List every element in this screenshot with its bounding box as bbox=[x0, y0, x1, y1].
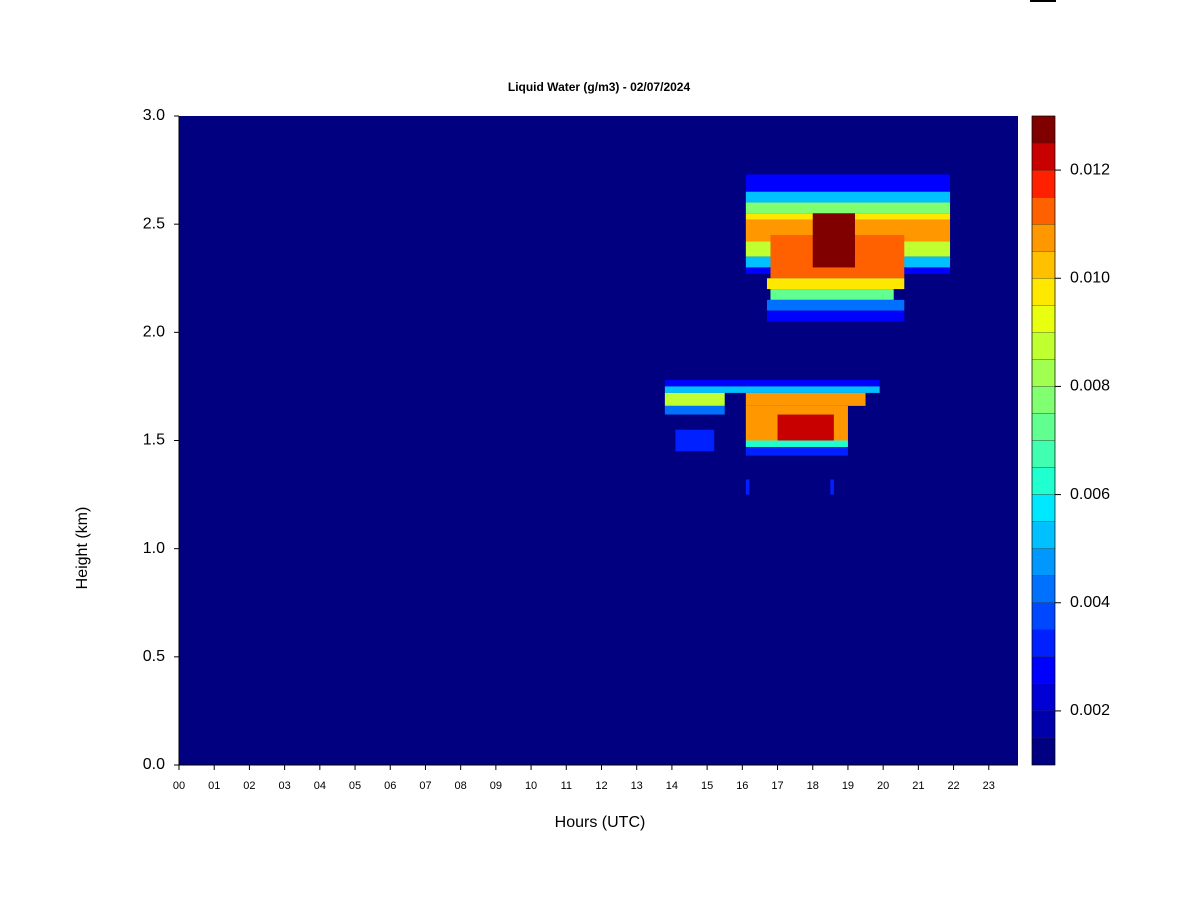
colorbar-segment bbox=[1031, 359, 1056, 387]
x-tick-label: 14 bbox=[666, 780, 678, 792]
x-tick-label: 13 bbox=[631, 780, 643, 792]
colorbar-tick-label: 0.002 bbox=[1070, 702, 1110, 719]
x-tick-label: 06 bbox=[384, 780, 396, 792]
colorbar-segment bbox=[1031, 521, 1056, 549]
colorbar-segment bbox=[1031, 115, 1056, 144]
colorbar-segment bbox=[1031, 142, 1056, 171]
heat-cell bbox=[675, 429, 715, 452]
heat-cell bbox=[766, 310, 905, 322]
x-tick-label: 18 bbox=[807, 780, 819, 792]
x-tick-label: 22 bbox=[947, 780, 959, 792]
chart-title: Liquid Water (g/m3) - 02/07/2024 bbox=[508, 80, 691, 94]
x-tick-label: 16 bbox=[736, 780, 748, 792]
y-tick-label: 0.0 bbox=[143, 756, 165, 773]
y-tick-label: 2.5 bbox=[143, 215, 165, 232]
colorbar-tick-label: 0.010 bbox=[1070, 269, 1110, 286]
x-tick-label: 04 bbox=[314, 780, 326, 792]
x-tick-label: 17 bbox=[771, 780, 783, 792]
colorbar-tick-label: 0.004 bbox=[1070, 594, 1110, 611]
heat-cell bbox=[812, 213, 855, 268]
x-tick-label: 00 bbox=[173, 780, 185, 792]
heat-cell bbox=[664, 392, 725, 406]
x-tick-label: 05 bbox=[349, 780, 361, 792]
heat-cell bbox=[664, 386, 880, 393]
colorbar-segment bbox=[1031, 440, 1056, 468]
colorbar-tick-label: 0.012 bbox=[1070, 161, 1110, 178]
colorbar-tick-label: 0.006 bbox=[1070, 486, 1110, 503]
colorbar-segment bbox=[1031, 548, 1056, 576]
y-tick-label: 1.0 bbox=[143, 540, 165, 557]
x-tick-label: 07 bbox=[419, 780, 431, 792]
colorbar-segment bbox=[1031, 224, 1056, 252]
x-tick-label: 12 bbox=[595, 780, 607, 792]
x-axis-label: Hours (UTC) bbox=[555, 814, 646, 831]
colorbar-segment bbox=[1031, 413, 1056, 441]
colorbar-segment bbox=[1031, 251, 1056, 279]
x-tick-label: 03 bbox=[278, 780, 290, 792]
colorbar-segment bbox=[1031, 629, 1056, 657]
x-tick-label: 11 bbox=[561, 780, 572, 792]
x-tick-label: 02 bbox=[243, 780, 255, 792]
colorbar-segment bbox=[1031, 602, 1056, 630]
heat-cell bbox=[745, 446, 848, 456]
y-tick-label: 3.0 bbox=[143, 107, 165, 124]
heat-cell bbox=[664, 379, 880, 387]
colorbar-segment bbox=[1031, 737, 1056, 766]
colorbar-segment bbox=[1031, 710, 1056, 739]
heat-cell bbox=[745, 191, 951, 203]
heat-cell bbox=[766, 299, 905, 311]
y-tick-label: 0.5 bbox=[143, 648, 165, 665]
heat-cell bbox=[766, 278, 905, 290]
x-tick-label: 09 bbox=[490, 780, 502, 792]
colorbar-frame bbox=[1031, 115, 1056, 766]
colorbar-segment bbox=[1031, 683, 1056, 712]
colorbar-segment bbox=[1031, 386, 1056, 414]
x-tick-label: 23 bbox=[983, 780, 995, 792]
heat-cell bbox=[745, 440, 848, 447]
heat-cell bbox=[745, 479, 750, 495]
heat-cell bbox=[745, 392, 866, 406]
heat-cell bbox=[830, 479, 834, 495]
x-tick-label: 01 bbox=[208, 780, 220, 792]
colorbar-segment bbox=[1031, 494, 1056, 522]
colorbar-segment bbox=[1031, 467, 1056, 495]
x-tick-label: 10 bbox=[525, 780, 537, 792]
corner-bar bbox=[1030, 0, 1056, 2]
heat-cell bbox=[777, 414, 834, 441]
colorbar-segment bbox=[1031, 656, 1056, 685]
colorbar-segment bbox=[1031, 169, 1056, 198]
colorbar-segment bbox=[1031, 278, 1056, 306]
x-tick-label: 19 bbox=[842, 780, 854, 792]
colorbar-segment bbox=[1031, 305, 1056, 333]
colorbar-tick-label: 0.008 bbox=[1070, 378, 1110, 395]
colorbar-segment bbox=[1031, 575, 1056, 603]
colorbar-segment bbox=[1031, 332, 1056, 360]
heat-cell bbox=[745, 202, 951, 214]
heat-cell bbox=[770, 289, 894, 300]
y-axis-label: Height (km) bbox=[74, 507, 91, 590]
colorbar-segment bbox=[1031, 196, 1056, 225]
y-tick-label: 2.0 bbox=[143, 324, 165, 341]
x-tick-label: 08 bbox=[455, 780, 467, 792]
x-tick-label: 20 bbox=[877, 780, 889, 792]
x-tick-label: 21 bbox=[912, 780, 924, 792]
heat-cell bbox=[664, 405, 725, 415]
x-tick-label: 15 bbox=[701, 780, 713, 792]
y-tick-label: 1.5 bbox=[143, 432, 165, 449]
heat-cell bbox=[745, 174, 951, 192]
